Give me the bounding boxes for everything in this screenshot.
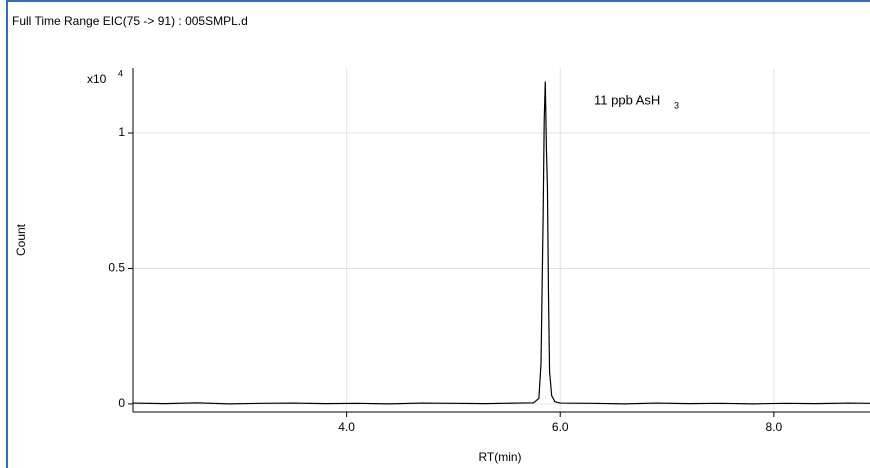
data-line [132, 81, 870, 405]
x-tick-label: 4.0 [338, 420, 355, 434]
x-tick-label: 8.0 [766, 420, 783, 434]
x-axis-label: RT(min) [478, 450, 521, 464]
y-axis-label: Count [14, 223, 28, 256]
y-multiplier: x10 [87, 72, 107, 86]
y-tick-label: 0 [118, 396, 125, 410]
annotation-subscript: 3 [674, 100, 679, 110]
chart-title: Full Time Range EIC(75 -> 91) : 005SMPL.… [12, 14, 248, 28]
y-multiplier-exponent: 4 [118, 68, 123, 78]
y-tick-label: 0.5 [108, 261, 125, 275]
annotation: 11 ppb AsH [594, 92, 660, 107]
x-tick-label: 6.0 [552, 420, 569, 434]
y-tick-label: 1 [118, 125, 125, 139]
